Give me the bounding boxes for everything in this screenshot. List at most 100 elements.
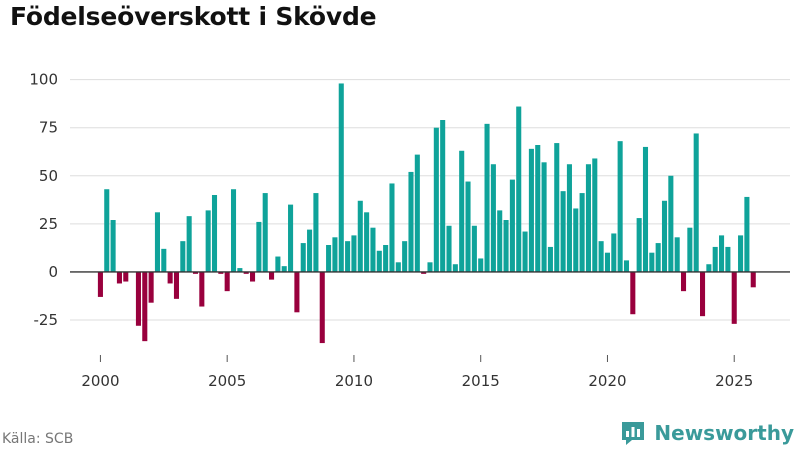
bar-positive[interactable] bbox=[693, 133, 699, 272]
bar-positive[interactable] bbox=[490, 164, 496, 272]
bar-positive[interactable] bbox=[275, 256, 281, 272]
bar-positive[interactable] bbox=[738, 235, 744, 272]
bar-negative[interactable] bbox=[243, 271, 249, 274]
bar-negative[interactable] bbox=[97, 271, 103, 297]
bar-positive[interactable] bbox=[154, 212, 160, 272]
bar-positive[interactable] bbox=[383, 245, 389, 272]
bar-positive[interactable] bbox=[110, 220, 116, 272]
bar-positive[interactable] bbox=[598, 241, 604, 272]
brand-logo[interactable]: Newsworthy bbox=[620, 420, 794, 446]
bar-positive[interactable] bbox=[655, 243, 661, 272]
bar-negative[interactable] bbox=[142, 271, 148, 342]
bar-positive[interactable] bbox=[617, 141, 623, 272]
bar-positive[interactable] bbox=[300, 243, 306, 272]
bar-negative[interactable] bbox=[135, 271, 141, 326]
bar-negative[interactable] bbox=[319, 271, 325, 344]
bar-positive[interactable] bbox=[484, 123, 490, 272]
bar-positive[interactable] bbox=[364, 212, 370, 272]
bar-positive[interactable] bbox=[237, 268, 243, 272]
bar-positive[interactable] bbox=[674, 237, 680, 272]
bar-positive[interactable] bbox=[256, 221, 262, 272]
bar-positive[interactable] bbox=[535, 145, 541, 272]
bar-positive[interactable] bbox=[566, 164, 572, 272]
bar-positive[interactable] bbox=[554, 143, 560, 272]
bar-positive[interactable] bbox=[345, 241, 351, 272]
bar-positive[interactable] bbox=[332, 237, 338, 272]
bar-positive[interactable] bbox=[579, 193, 585, 272]
bar-positive[interactable] bbox=[687, 227, 693, 272]
bar-negative[interactable] bbox=[116, 271, 122, 284]
bar-positive[interactable] bbox=[459, 150, 465, 272]
bar-positive[interactable] bbox=[522, 231, 528, 272]
bar-negative[interactable] bbox=[123, 271, 129, 282]
bar-negative[interactable] bbox=[700, 271, 706, 317]
bar-negative[interactable] bbox=[269, 271, 275, 280]
bar-negative[interactable] bbox=[630, 271, 636, 315]
bar-positive[interactable] bbox=[326, 245, 332, 272]
bar-positive[interactable] bbox=[313, 193, 319, 272]
bar-positive[interactable] bbox=[516, 106, 522, 272]
bar-positive[interactable] bbox=[547, 246, 553, 272]
bar-positive[interactable] bbox=[528, 148, 534, 272]
bar-negative[interactable] bbox=[250, 271, 256, 282]
bar-positive[interactable] bbox=[471, 225, 477, 272]
bar-positive[interactable] bbox=[573, 208, 579, 272]
bar-positive[interactable] bbox=[604, 252, 610, 272]
bar-positive[interactable] bbox=[712, 246, 718, 272]
bar-negative[interactable] bbox=[750, 271, 756, 288]
bar-negative[interactable] bbox=[199, 271, 205, 307]
bar-negative[interactable] bbox=[192, 271, 199, 274]
bar-positive[interactable] bbox=[661, 200, 668, 272]
bar-positive[interactable] bbox=[205, 210, 211, 272]
bar-positive[interactable] bbox=[307, 229, 313, 272]
bar-negative[interactable] bbox=[218, 271, 224, 274]
bar-negative[interactable] bbox=[148, 271, 154, 303]
bar-positive[interactable] bbox=[104, 189, 110, 272]
bar-positive[interactable] bbox=[719, 235, 725, 272]
bar-negative[interactable] bbox=[680, 271, 687, 292]
bar-negative[interactable] bbox=[173, 271, 180, 299]
bar-positive[interactable] bbox=[560, 191, 566, 272]
bar-positive[interactable] bbox=[370, 227, 376, 272]
bar-positive[interactable] bbox=[592, 158, 598, 272]
bar-positive[interactable] bbox=[668, 175, 674, 272]
bar-positive[interactable] bbox=[744, 196, 750, 272]
bar-positive[interactable] bbox=[262, 193, 268, 272]
bar-positive[interactable] bbox=[408, 171, 414, 272]
bar-positive[interactable] bbox=[281, 266, 287, 272]
bar-negative[interactable] bbox=[167, 271, 173, 284]
bar-positive[interactable] bbox=[642, 146, 649, 272]
bar-positive[interactable] bbox=[636, 218, 642, 272]
bar-positive[interactable] bbox=[478, 258, 484, 272]
bar-positive[interactable] bbox=[503, 220, 509, 272]
bar-positive[interactable] bbox=[649, 252, 655, 272]
bar-positive[interactable] bbox=[452, 264, 458, 272]
bar-positive[interactable] bbox=[357, 200, 363, 272]
bar-positive[interactable] bbox=[414, 154, 420, 272]
bar-positive[interactable] bbox=[211, 195, 218, 272]
bar-positive[interactable] bbox=[509, 179, 515, 272]
bar-positive[interactable] bbox=[395, 262, 401, 272]
bar-positive[interactable] bbox=[351, 235, 357, 272]
bar-positive[interactable] bbox=[288, 204, 294, 272]
bar-positive[interactable] bbox=[465, 181, 471, 272]
bar-negative[interactable] bbox=[294, 271, 300, 313]
bar-positive[interactable] bbox=[725, 246, 731, 272]
bar-positive[interactable] bbox=[433, 127, 439, 272]
bar-positive[interactable] bbox=[338, 83, 344, 272]
bar-positive[interactable] bbox=[706, 264, 712, 272]
bar-positive[interactable] bbox=[376, 250, 382, 272]
bar-negative[interactable] bbox=[731, 271, 737, 324]
bar-positive[interactable] bbox=[446, 225, 452, 272]
bar-positive[interactable] bbox=[623, 260, 630, 272]
bar-positive[interactable] bbox=[180, 241, 186, 272]
bar-positive[interactable] bbox=[161, 248, 167, 272]
bar-positive[interactable] bbox=[611, 233, 617, 272]
bar-positive[interactable] bbox=[497, 210, 503, 272]
bar-positive[interactable] bbox=[389, 183, 395, 272]
bar-positive[interactable] bbox=[541, 162, 547, 272]
bar-positive[interactable] bbox=[402, 241, 408, 272]
bar-positive[interactable] bbox=[186, 216, 192, 272]
bar-positive[interactable] bbox=[585, 164, 591, 272]
bar-positive[interactable] bbox=[230, 189, 237, 272]
